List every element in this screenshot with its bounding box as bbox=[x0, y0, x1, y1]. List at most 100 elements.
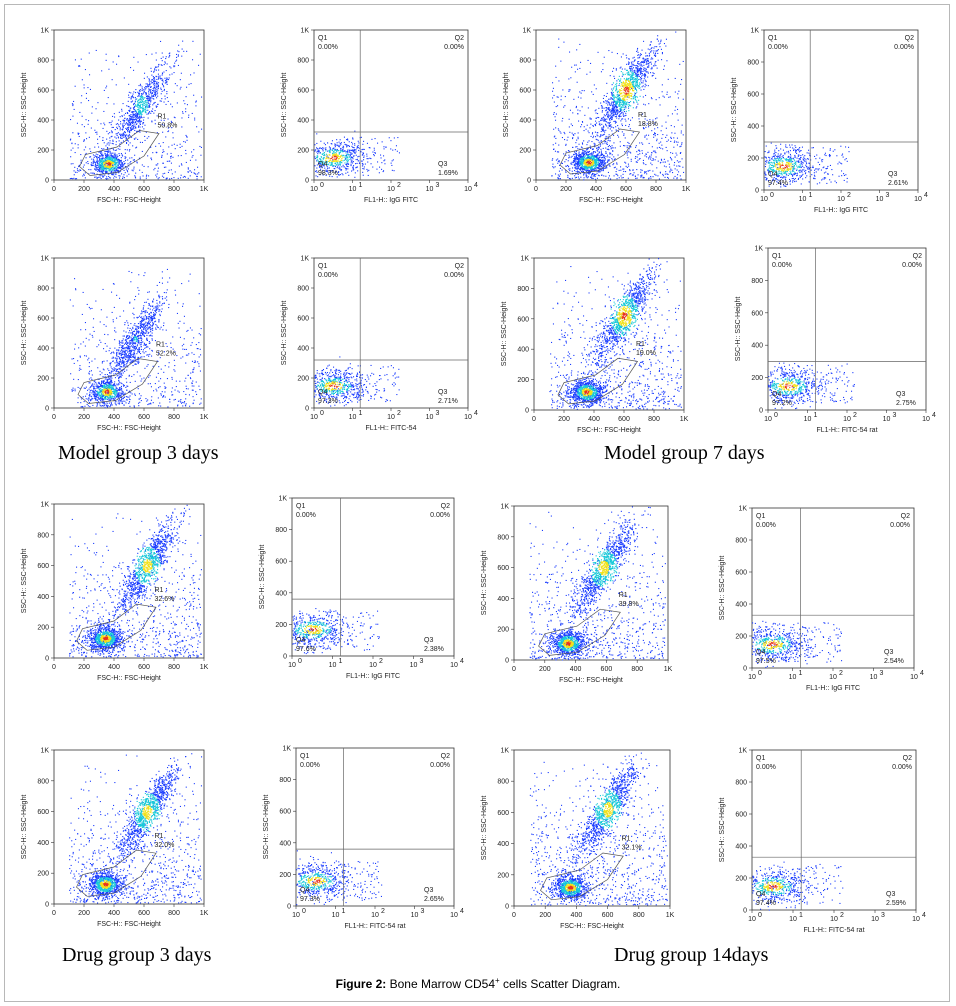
point-cloud bbox=[764, 142, 850, 188]
x-tick-exponent: 4 bbox=[924, 192, 928, 199]
x-tick-exponent: 0 bbox=[758, 670, 762, 677]
quadrant-q4-percent: 97.3% bbox=[318, 398, 338, 405]
x-tick-exponent: 2 bbox=[397, 410, 401, 417]
x-axis-label: FL1-H:: IgG FITC bbox=[806, 685, 860, 692]
y-tick-label: 400 bbox=[275, 590, 287, 597]
y-axis-label: SSC-H:: SSC-Height bbox=[719, 556, 726, 621]
y-tick-label: 600 bbox=[37, 809, 49, 816]
y-tick-label: 0 bbox=[525, 408, 529, 415]
x-tick-label: 10 bbox=[426, 186, 434, 193]
y-axis-label: SSC-H:: SSC-Height bbox=[719, 798, 726, 863]
y-tick-label: 400 bbox=[279, 840, 291, 847]
y-tick-label: 200 bbox=[751, 375, 763, 382]
quadrant-q4-name: Q4 bbox=[296, 637, 305, 644]
y-tick-label: 600 bbox=[297, 316, 309, 323]
y-tick-label: 200 bbox=[297, 376, 309, 383]
y-tick-label: 1K bbox=[278, 496, 287, 503]
quadrant-q2-percent: 0.00% bbox=[902, 262, 922, 269]
quadrant-q4-percent: 97.5% bbox=[756, 658, 776, 665]
point-cloud bbox=[314, 356, 400, 407]
x-tick-exponent: 2 bbox=[379, 658, 383, 665]
x-tick-label: 0 bbox=[52, 664, 56, 671]
y-tick-label: 0 bbox=[755, 188, 759, 195]
point-cloud bbox=[292, 608, 380, 655]
x-tick-exponent: 4 bbox=[460, 908, 464, 915]
x-tick-exponent: 0 bbox=[758, 912, 762, 919]
point-cloud bbox=[549, 258, 682, 410]
y-tick-label: 200 bbox=[497, 872, 509, 879]
x-tick-label: 10 bbox=[789, 674, 797, 681]
x-tick-label: 10 bbox=[837, 196, 845, 203]
x-tick-label: 200 bbox=[78, 910, 90, 917]
x-tick-label: 10 bbox=[829, 674, 837, 681]
gate-name: R1 bbox=[638, 112, 647, 119]
point-cloud bbox=[752, 861, 844, 911]
y-tick-label: 800 bbox=[37, 58, 49, 65]
group-label-drug-3: Drug group 3 days bbox=[62, 944, 211, 967]
quadrant-q2-percent: 0.00% bbox=[444, 44, 464, 51]
y-tick-label: 600 bbox=[37, 316, 49, 323]
plot-area bbox=[313, 257, 469, 409]
x-tick-label: 800 bbox=[650, 186, 662, 193]
quadrant-q4-percent: 97.3% bbox=[300, 896, 320, 903]
x-tick-label: 600 bbox=[138, 664, 150, 671]
x-tick-label: 10 bbox=[914, 196, 922, 203]
y-tick-label: 600 bbox=[747, 92, 759, 99]
x-tick-label: 10 bbox=[369, 662, 377, 669]
y-tick-label: 400 bbox=[497, 596, 509, 603]
x-tick-label: 400 bbox=[108, 664, 120, 671]
gate-percent: 32.1% bbox=[622, 844, 642, 851]
x-tick-label: 400 bbox=[571, 912, 583, 919]
quadrant-q1-percent: 0.00% bbox=[296, 512, 316, 519]
x-axis-label: FL1-H:: IgG FITC bbox=[364, 197, 418, 204]
x-tick-exponent: 0 bbox=[320, 410, 324, 417]
quadrant-q2-percent: 0.00% bbox=[444, 272, 464, 279]
x-tick-label: 10 bbox=[876, 196, 884, 203]
x-tick-label: 10 bbox=[789, 916, 797, 923]
y-tick-label: 400 bbox=[747, 124, 759, 131]
quadrant-q2-name: Q2 bbox=[903, 755, 912, 762]
y-tick-label: 0 bbox=[283, 654, 287, 661]
y-axis-label: SSC-H:: SSC-Height bbox=[21, 549, 28, 614]
y-axis-label: SSC-H:: SSC-Height bbox=[259, 545, 266, 610]
quadrant-q2-name: Q2 bbox=[455, 263, 464, 270]
quadrant-q4-percent: 97.4% bbox=[756, 900, 776, 907]
x-tick-label: 10 bbox=[760, 196, 768, 203]
group-label-model-7: Model group 7 days bbox=[604, 442, 765, 465]
x-tick-label: 1K bbox=[200, 664, 209, 671]
y-tick-label: 0 bbox=[305, 178, 309, 185]
x-tick-label: 200 bbox=[78, 664, 90, 671]
x-tick-label: 600 bbox=[620, 186, 632, 193]
x-axis-label: FL1-H:: IgG FITC bbox=[346, 673, 400, 680]
y-tick-label: 1K bbox=[40, 502, 49, 509]
quadrant-q2-percent: 0.00% bbox=[430, 762, 450, 769]
y-tick-label: 1K bbox=[520, 256, 529, 263]
x-tick-label: 10 bbox=[288, 662, 296, 669]
quadrant-q1-name: Q1 bbox=[756, 513, 765, 520]
x-tick-label: 0 bbox=[52, 910, 56, 917]
quadrant-q3-percent: 2.61% bbox=[888, 180, 908, 187]
caption-label: Figure 2: bbox=[336, 977, 387, 991]
y-tick-label: 800 bbox=[37, 778, 49, 785]
gate-percent: 50.8% bbox=[158, 123, 178, 130]
quadrant-q3-percent: 1.69% bbox=[438, 170, 458, 177]
x-tick-exponent: 0 bbox=[298, 658, 302, 665]
x-tick-label: 10 bbox=[411, 912, 419, 919]
quadrant-q1-name: Q1 bbox=[768, 35, 777, 42]
x-tick-label: 600 bbox=[138, 414, 150, 421]
y-tick-label: 0 bbox=[527, 178, 531, 185]
y-tick-label: 200 bbox=[519, 148, 531, 155]
quadrant-q2-name: Q2 bbox=[913, 253, 922, 260]
gate-name: R1 bbox=[155, 833, 164, 840]
y-tick-label: 1K bbox=[750, 28, 759, 35]
x-tick-label: 1K bbox=[666, 912, 675, 919]
y-tick-label: 1K bbox=[300, 28, 309, 35]
y-tick-label: 0 bbox=[45, 406, 49, 413]
point-cloud bbox=[69, 753, 203, 905]
y-axis-label: SSC-H:: SSC-Height bbox=[503, 73, 510, 138]
x-tick-exponent: 1 bbox=[799, 670, 803, 677]
